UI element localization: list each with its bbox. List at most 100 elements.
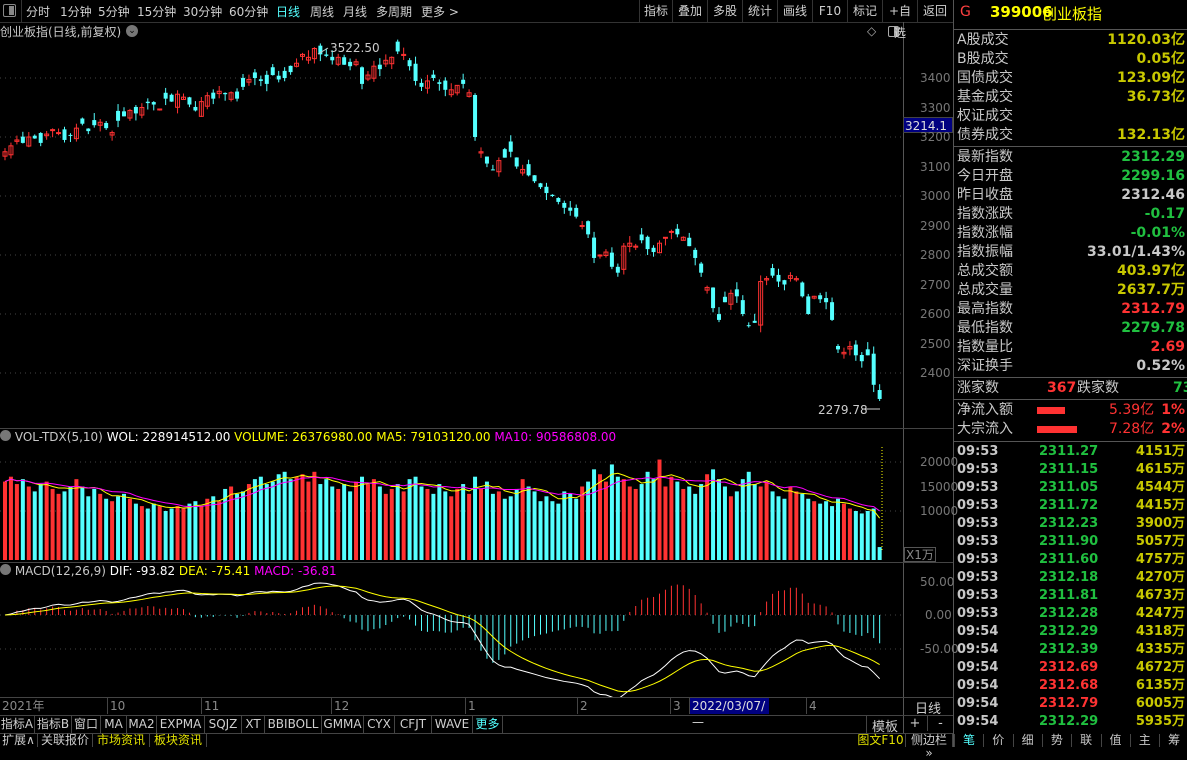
candle-body [520,168,526,174]
toolbar-button[interactable]: 指标 [639,0,672,22]
volume-bar [38,484,43,560]
side-tab[interactable]: 细 [1012,734,1042,747]
volume-bar [562,491,567,560]
candle-body [335,56,341,65]
period-tab[interactable]: 周线 [310,5,335,19]
macd-dif: DIF: -93.82 [109,564,176,578]
period-label[interactable]: 日线 [914,702,941,717]
stat-label: 总成交量 [957,282,1013,298]
toolbar-button[interactable]: F10 [812,0,847,22]
macd-options-icon[interactable] [0,564,11,575]
period-tab[interactable]: 30分钟 [183,5,223,19]
volume-bar [865,511,870,560]
volume-bar [526,486,531,560]
tick-price: 2311.81 [1039,588,1099,603]
period-tab[interactable]: 1分钟 [60,5,92,19]
period-tab[interactable]: 日线 [276,5,301,19]
indicator-tab[interactable]: BBIBOLL [265,716,322,733]
axis-tick: 0.00 [925,608,952,622]
diamond-icon[interactable]: ◇ [867,24,877,38]
indicator-tab[interactable]: 窗口 [72,716,101,733]
volume-bar [645,471,650,560]
toolbar-button[interactable]: 多股 [707,0,742,22]
period-tab[interactable]: 更多 > [421,5,459,19]
zoom-in-button[interactable]: + [903,716,928,731]
toolbar-button[interactable]: 统计 [742,0,777,22]
tick-row: 09:53 2311.15 4615万 [957,461,1187,479]
tick-volume: 4247万 [1135,606,1185,621]
template-button[interactable]: 模板 [866,716,903,735]
volume-bar [348,491,353,560]
price-axis-tick: 3100 [920,159,951,174]
period-tab[interactable]: 分时 [26,5,51,19]
indicator-tab[interactable]: XT [242,716,265,733]
side-tab[interactable]: 值 [1100,734,1130,747]
sector-news-tab[interactable]: 板块资讯 [150,734,207,747]
sidebar-toggle-button[interactable]: 侧边栏 » [906,734,953,760]
period-tab[interactable]: 15分钟 [137,5,177,19]
stat-value: 36.73亿 [1126,89,1185,105]
candle-body [651,247,656,253]
panel-toggle-icon[interactable] [888,26,899,37]
candle-body [241,77,245,87]
candle-body [811,295,817,299]
tick-price: 2311.15 [1039,462,1099,477]
period-tab[interactable]: 60分钟 [229,5,269,19]
flow-pct: 1% [1161,402,1185,418]
stat-value: 2.69 [1150,339,1185,355]
vol-options-icon[interactable] [0,430,11,441]
indicator-tab[interactable]: SQJZ [205,716,242,733]
indicator-tab[interactable]: 更多 [473,716,503,733]
chart-options-icon[interactable]: ⌄ [126,25,138,37]
volume-bar [139,506,144,560]
indicator-tab[interactable]: 指标B [35,716,72,733]
indicator-tab[interactable]: 指标A [0,716,35,733]
candle-body [711,287,716,309]
indicator-tab[interactable]: CYX [364,716,395,733]
candle-body [122,111,126,117]
tick-row: 09:53 2311.27 4151万 [957,443,1187,461]
macd-dif-line [4,582,881,697]
indicator-tab[interactable]: WAVE [432,716,473,733]
kline-chart[interactable] [0,22,903,697]
tick-volume: 3900万 [1135,516,1185,531]
time-label: 2021年 [2,699,45,713]
stat-value: 2312.29 [1121,149,1185,165]
zoom-out-button[interactable]: - [938,716,943,731]
period-tab[interactable]: 5分钟 [98,5,130,19]
expand-button[interactable]: 扩展∧ [0,734,38,747]
candle-body [2,151,8,157]
toolbar-button[interactable]: 返回 [917,0,952,22]
indicator-tab[interactable]: EXPMA [157,716,205,733]
period-tab[interactable]: 多周期 [376,5,413,19]
candle-body [204,95,210,107]
side-tab[interactable]: 笔 [954,734,983,747]
indicator-tab[interactable]: MA [101,716,127,733]
side-tab[interactable]: 价 [983,734,1012,747]
related-quotes-tab[interactable]: 关联报价 [38,734,93,747]
side-tab[interactable]: 联 [1071,734,1100,747]
toolbar-button[interactable]: 画线 [777,0,812,22]
tick-time: 09:54 [957,660,999,675]
indicator-tab[interactable]: MA2 [127,716,157,733]
indicator-tab[interactable]: CFJT [395,716,432,733]
market-news-tab[interactable]: 市场资讯 [93,734,150,747]
flow-value: 5.39亿 [1109,402,1155,418]
chart-title: 创业板指(日线,前复权) [0,25,122,39]
volume-ma10-line [4,476,880,512]
toolbar-button[interactable]: 叠加 [672,0,707,22]
side-tab[interactable]: 主 [1129,734,1159,747]
volume-bar [193,501,198,560]
tick-price: 2311.90 [1039,534,1099,549]
axis-tick: 10000 [920,504,959,518]
f10-button[interactable]: 图文F10 [856,734,906,747]
layout-toggle-icon[interactable] [3,4,16,17]
indicator-tab[interactable]: GMMA [322,716,364,733]
volume-bar [330,486,335,560]
side-tab[interactable]: 势 [1041,734,1071,747]
period-tab[interactable]: 月线 [343,5,368,19]
toolbar-button[interactable]: 标记 [847,0,882,22]
toolbar-button[interactable]: +自选 [882,0,917,40]
side-tab[interactable]: 筹 [1159,734,1187,747]
candle-body [574,207,579,217]
